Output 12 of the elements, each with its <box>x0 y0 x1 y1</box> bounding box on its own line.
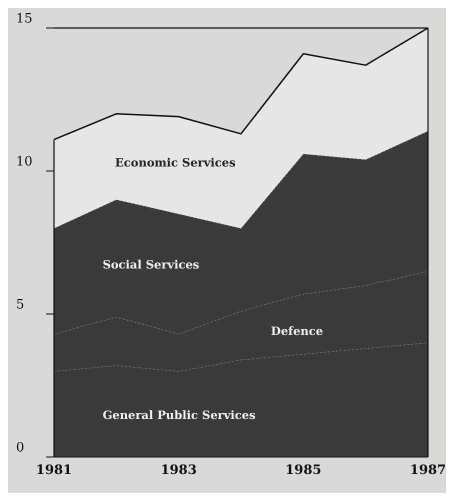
y-tick-label: 15 <box>16 12 33 27</box>
y-tick-label: 5 <box>16 298 24 313</box>
series-label: Social Services <box>102 258 200 272</box>
x-tick-label: 1981 <box>36 463 72 478</box>
series-label: General Public Services <box>102 408 256 422</box>
y-tick-label: 10 <box>16 154 33 170</box>
x-tick-label: 1983 <box>160 463 197 478</box>
x-tick-label: 1985 <box>285 463 322 478</box>
series-label: Economic Services <box>115 156 236 170</box>
x-tick-label: 1987 <box>410 463 446 478</box>
y-tick-label: 0 <box>16 440 24 456</box>
series-label: Defence <box>270 324 324 338</box>
